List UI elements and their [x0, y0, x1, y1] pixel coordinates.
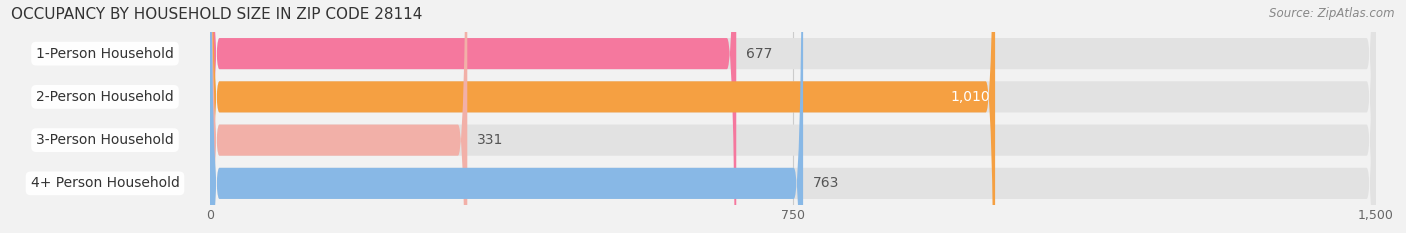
Text: Source: ZipAtlas.com: Source: ZipAtlas.com	[1270, 7, 1395, 20]
Text: 763: 763	[813, 176, 839, 190]
Text: 677: 677	[745, 47, 772, 61]
Text: 2-Person Household: 2-Person Household	[37, 90, 174, 104]
Text: 3-Person Household: 3-Person Household	[37, 133, 174, 147]
Text: 1-Person Household: 1-Person Household	[37, 47, 174, 61]
FancyBboxPatch shape	[209, 0, 1376, 233]
Text: 4+ Person Household: 4+ Person Household	[31, 176, 180, 190]
Text: 331: 331	[477, 133, 503, 147]
Text: 1,010: 1,010	[950, 90, 990, 104]
FancyBboxPatch shape	[209, 0, 995, 233]
FancyBboxPatch shape	[209, 0, 467, 233]
FancyBboxPatch shape	[209, 0, 737, 233]
FancyBboxPatch shape	[209, 0, 1376, 233]
FancyBboxPatch shape	[209, 0, 1376, 233]
Text: OCCUPANCY BY HOUSEHOLD SIZE IN ZIP CODE 28114: OCCUPANCY BY HOUSEHOLD SIZE IN ZIP CODE …	[11, 7, 423, 22]
FancyBboxPatch shape	[209, 0, 803, 233]
FancyBboxPatch shape	[209, 0, 1376, 233]
